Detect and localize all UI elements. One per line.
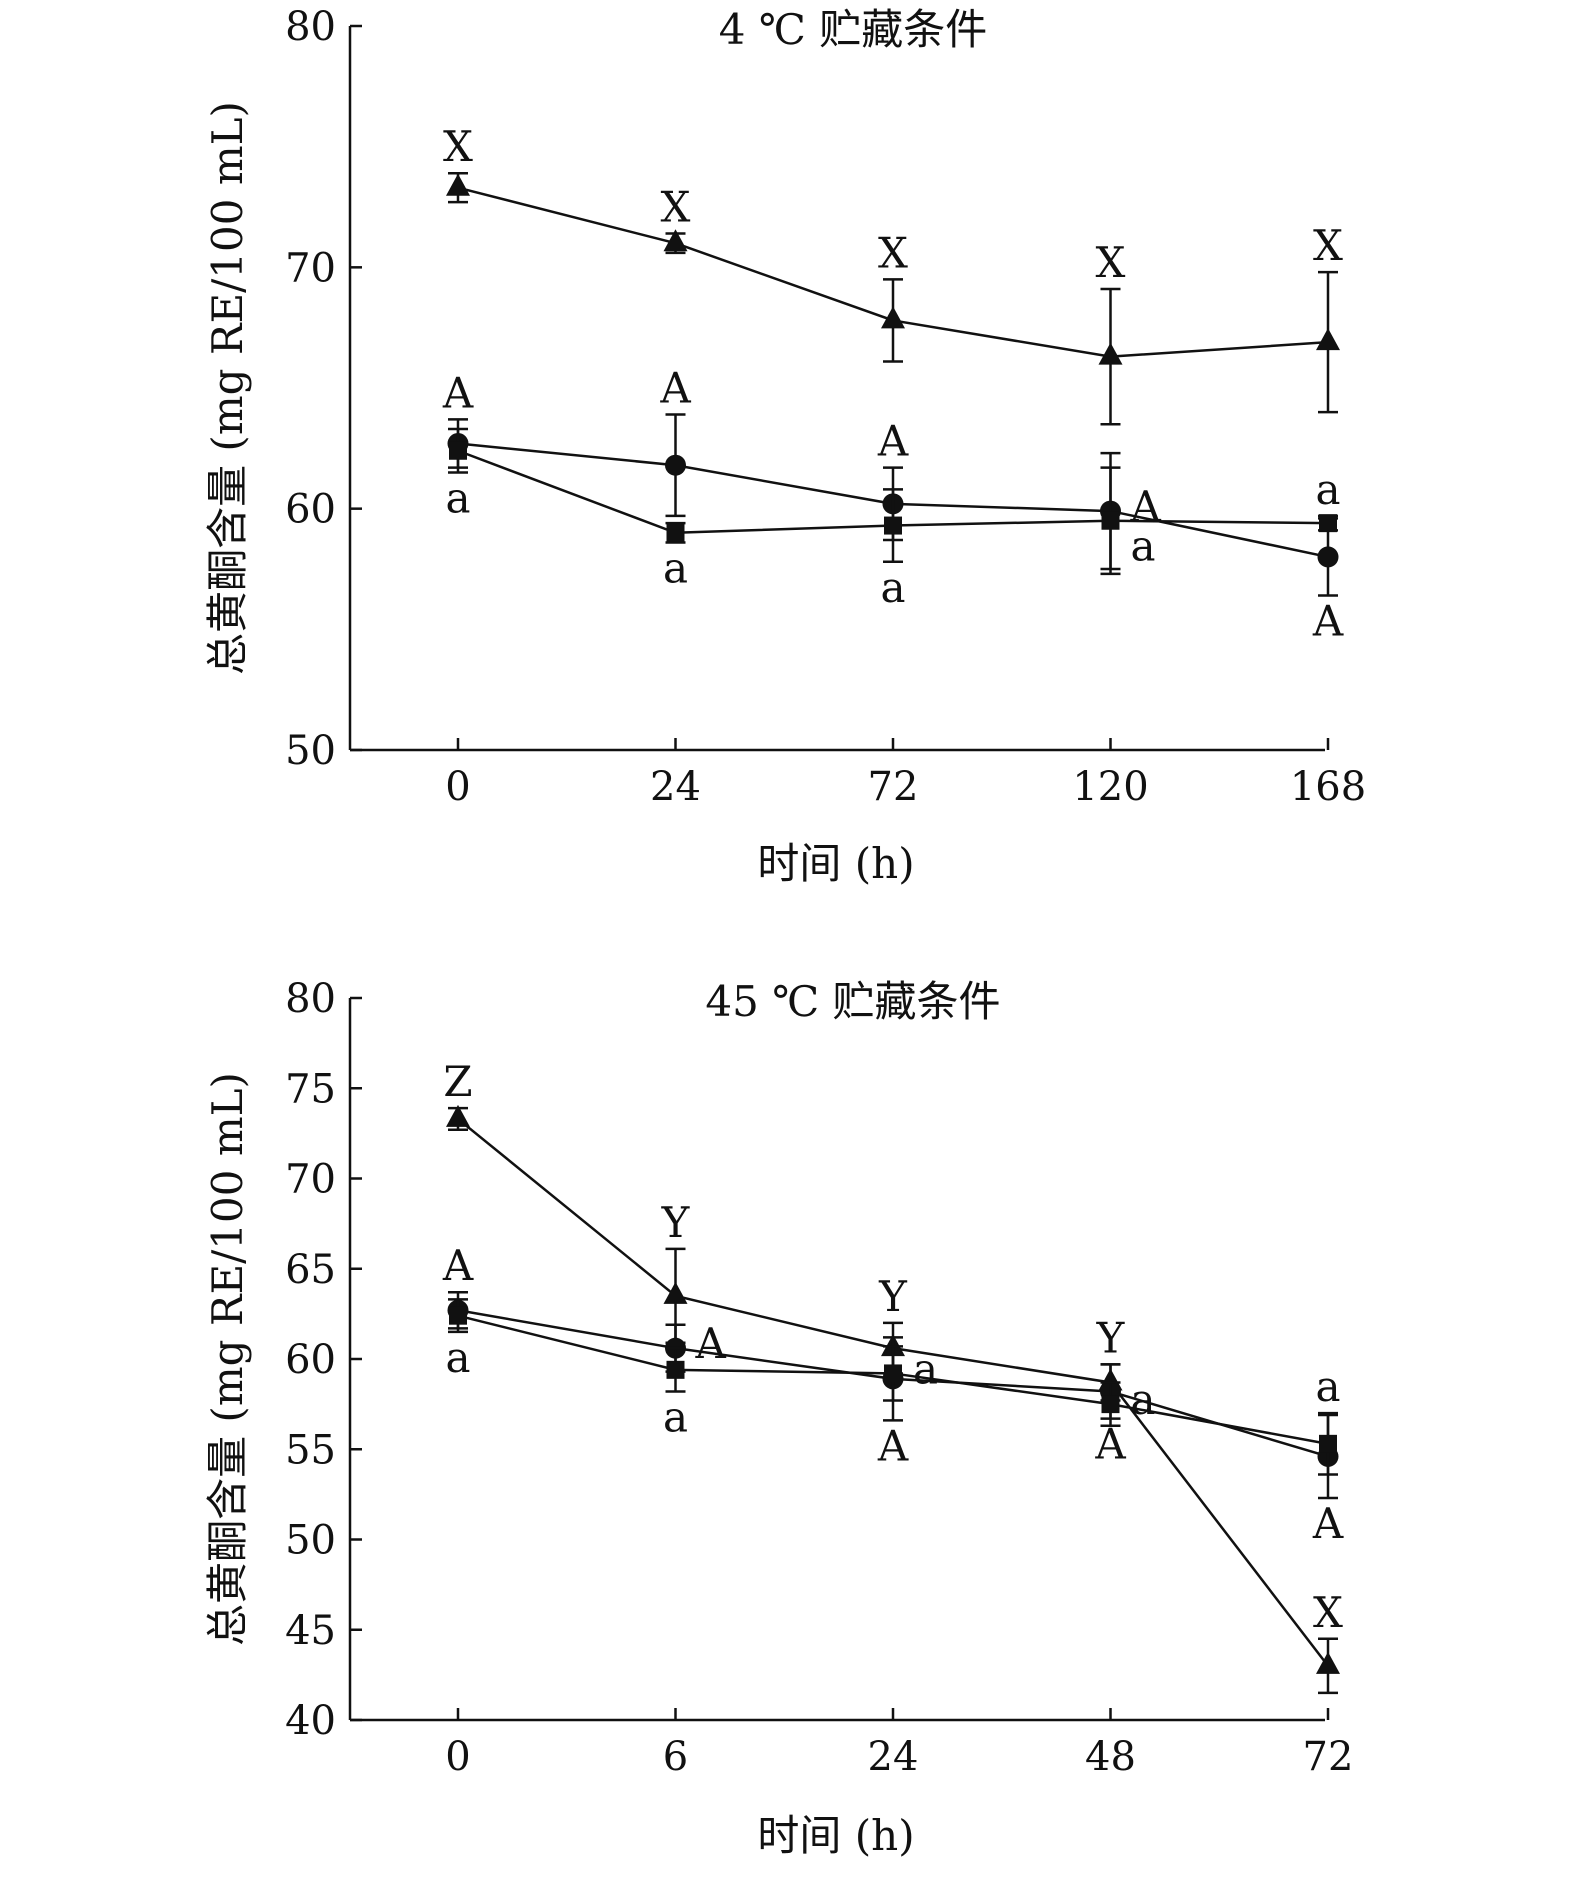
chart-2-series-0-point [663,1281,688,1304]
chart-2-series-2-sig-label: a [445,1333,470,1382]
chart-2-x-tick-label: 72 [1303,1734,1354,1780]
chart-2-series-1-sig-label: A [1094,1420,1126,1469]
chart-2-series-1-sig-label: A [442,1241,474,1290]
chart-1-series-1-sig-label: A [1130,482,1162,531]
chart-1-series-2-point [884,516,902,535]
chart-2-series-2-sig-label: a [663,1392,688,1441]
chart-2-y-tick-label: 65 [285,1247,336,1293]
chart-2-x-tick-label: 0 [445,1734,470,1780]
chart-1-x-tick-label: 72 [868,764,919,810]
chart-1-y-tick-label: 60 [285,487,336,533]
chart-2-series-0-sig-label: Y [878,1272,908,1321]
chart-2-series-2-point [449,1306,467,1325]
chart-2-y-tick-label: 50 [285,1518,336,1564]
chart-2-series-2-point [884,1364,902,1383]
chart-2-x-axis-title: 时间 (h) [757,1811,914,1860]
chart-2-series-2-point [666,1360,685,1379]
chart-2-y-axis-title: 总黄酮含量 (mg RE/100 mL) [203,1072,252,1646]
chart-1-series-1-point [665,454,686,476]
chart-2-series-1-sig-label: A [1312,1499,1344,1548]
chart-2-series-1-sig-label: A [695,1319,727,1368]
chart-1-y-axis-title: 总黄酮含量 (mg RE/100 mL) [203,101,252,675]
chart-2-y-tick-label: 45 [285,1608,336,1654]
chart-2-y-tick-label: 55 [285,1427,336,1473]
chart-1-x-axis-title: 时间 (h) [757,839,914,888]
chart-1-series-2-sig-label: a [445,473,470,522]
chart-2-series-0-sig-label: Z [443,1057,472,1106]
chart-4c: 4 ℃ 贮藏条件 50 60 70 80 0 24 72 120 168 时间 (h) 总黄酮含量 (… [0,0,1575,920]
chart-2-x-tick-label: 48 [1085,1734,1136,1780]
chart-1-series-1-point [1317,546,1339,568]
chart-1-y-tick-label: 70 [285,245,336,291]
chart-1-series-2-sig-label: a [1315,465,1340,514]
chart-1-series-0-sig-label: X [1096,238,1126,287]
chart-1-series-2-sig-label: a [1131,522,1156,571]
chart-2-series-0-point [446,1104,470,1127]
chart-2-y-tick-label: 60 [285,1337,336,1383]
chart-2-y-tick-label: 70 [285,1157,336,1203]
chart-1-series-0-sig-label: X [443,122,473,171]
chart-1-series-2-point [666,523,685,542]
chart-2-series-2-point [1101,1395,1120,1414]
chart-1-y-tick-label: 50 [285,728,336,774]
chart-1-series-2-point [1319,514,1337,533]
chart-2-y-tick-label: 80 [285,976,336,1022]
chart-1-series-1-sig-label: A [442,368,474,417]
chart-1-series-0-sig-label: X [878,228,908,277]
chart-2-series-2-sig-label: a [1315,1362,1340,1411]
chart-2-series-2-point [1319,1434,1337,1453]
chart-2-series-0-sig-label: X [1313,1588,1343,1637]
chart-1-series-2-sig-label: a [880,563,905,612]
chart-1-series-2-sig-label: a [663,543,688,592]
chart-1-x-tick-label: 0 [445,764,470,810]
chart-2-series-2-sig-label: a [1131,1375,1156,1424]
chart-1-x-tick-label: 120 [1072,764,1148,810]
chart-1-series-1-sig-label: A [877,417,909,466]
chart-1-series-0-point [1316,328,1340,351]
chart-1-series-0-point [881,306,905,329]
chart-2-series-1-sig-label: A [877,1421,909,1470]
chart-4c-svg: 4 ℃ 贮藏条件 50 60 70 80 0 24 72 120 168 时间 (h) 总黄酮含量 (… [203,4,1366,888]
chart-1-series-0-point [663,229,688,252]
chart-2-x-tick-label: 6 [663,1734,688,1780]
chart-2-series-0-sig-label: Y [1096,1313,1126,1362]
chart-1-series-0-sig-label: X [1313,221,1343,270]
chart-2-series-2-sig-label: a [913,1344,938,1393]
chart-2-y-tick-label: 75 [285,1066,336,1112]
chart-45c: 45 ℃ 贮藏条件 40 45 50 55 60 65 70 75 80 0 6 24 48 72 时间 (h… [0,970,1575,1875]
chart-1-series-2-point [1101,511,1120,530]
chart-1-x-tick-label: 24 [650,764,701,810]
chart-2-series-0-point [1316,1651,1340,1674]
chart-2-series-0-sig-label: Y [661,1198,691,1247]
chart-1-x-tick-label: 168 [1290,764,1366,810]
chart-1-y-tick-label: 80 [285,4,336,50]
chart-1-title: 4 ℃ 贮藏条件 [719,5,987,54]
chart-1-series-2-point [449,441,467,460]
chart-1-series-1-sig-label: A [1312,597,1344,646]
chart-45c-svg: 45 ℃ 贮藏条件 40 45 50 55 60 65 70 75 80 0 6 24 48 72 时间 (h… [203,976,1354,1860]
chart-2-y-tick-label: 40 [285,1698,336,1744]
chart-1-series-0-point [1098,342,1123,365]
chart-1-series-0-point [446,173,470,196]
chart-2-x-tick-label: 24 [868,1734,919,1780]
chart-2-title: 45 ℃ 贮藏条件 [705,977,1000,1026]
chart-1-series-0-sig-label: X [661,183,691,232]
chart-1-series-1-sig-label: A [659,364,691,413]
